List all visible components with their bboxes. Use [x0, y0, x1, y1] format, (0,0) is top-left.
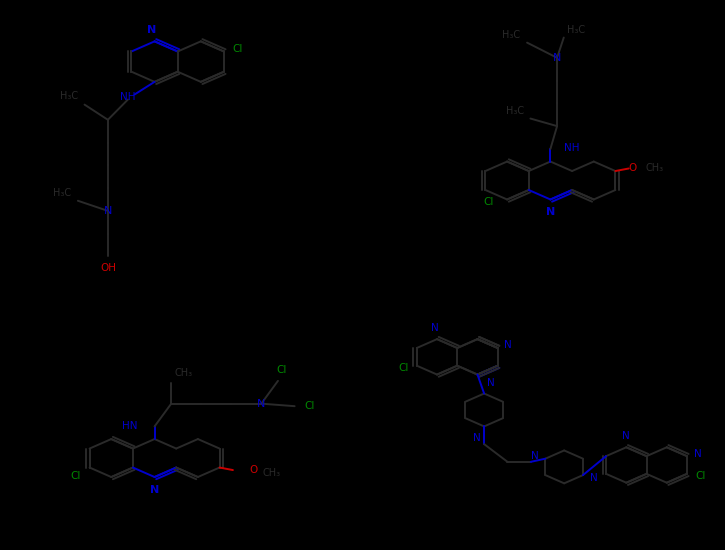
Text: H₃C: H₃C — [567, 25, 585, 35]
Text: N: N — [146, 25, 156, 35]
Text: N: N — [487, 378, 495, 388]
Text: H₃C: H₃C — [59, 91, 78, 101]
Text: N: N — [104, 206, 112, 216]
Text: Cl: Cl — [71, 471, 81, 481]
Text: HN: HN — [123, 421, 138, 431]
Text: N: N — [431, 323, 439, 333]
Text: N: N — [623, 431, 630, 441]
Text: N: N — [531, 451, 539, 461]
Text: Cl: Cl — [304, 401, 315, 411]
Text: N: N — [505, 340, 512, 350]
Text: CH₃: CH₃ — [175, 368, 193, 378]
Text: N: N — [553, 53, 561, 63]
Text: H₃C: H₃C — [505, 106, 523, 116]
Text: NH: NH — [564, 142, 579, 152]
Text: N: N — [546, 207, 555, 217]
Text: Cl: Cl — [276, 365, 286, 375]
Text: NH: NH — [120, 92, 136, 102]
Text: H₃C: H₃C — [53, 188, 71, 198]
Text: N: N — [694, 449, 701, 459]
Text: Cl: Cl — [695, 471, 705, 481]
Text: Cl: Cl — [232, 44, 243, 54]
Text: N: N — [257, 399, 265, 409]
Text: Cl: Cl — [398, 363, 408, 373]
Text: CH₃: CH₃ — [645, 163, 663, 173]
Text: N: N — [589, 472, 597, 483]
Text: Cl: Cl — [484, 197, 494, 207]
Text: OH: OH — [100, 263, 116, 273]
Text: H₃C: H₃C — [502, 30, 521, 40]
Text: O: O — [249, 465, 258, 475]
Text: N: N — [473, 433, 481, 443]
Text: O: O — [629, 163, 637, 173]
Text: N: N — [150, 485, 160, 494]
Text: CH₃: CH₃ — [263, 468, 281, 477]
